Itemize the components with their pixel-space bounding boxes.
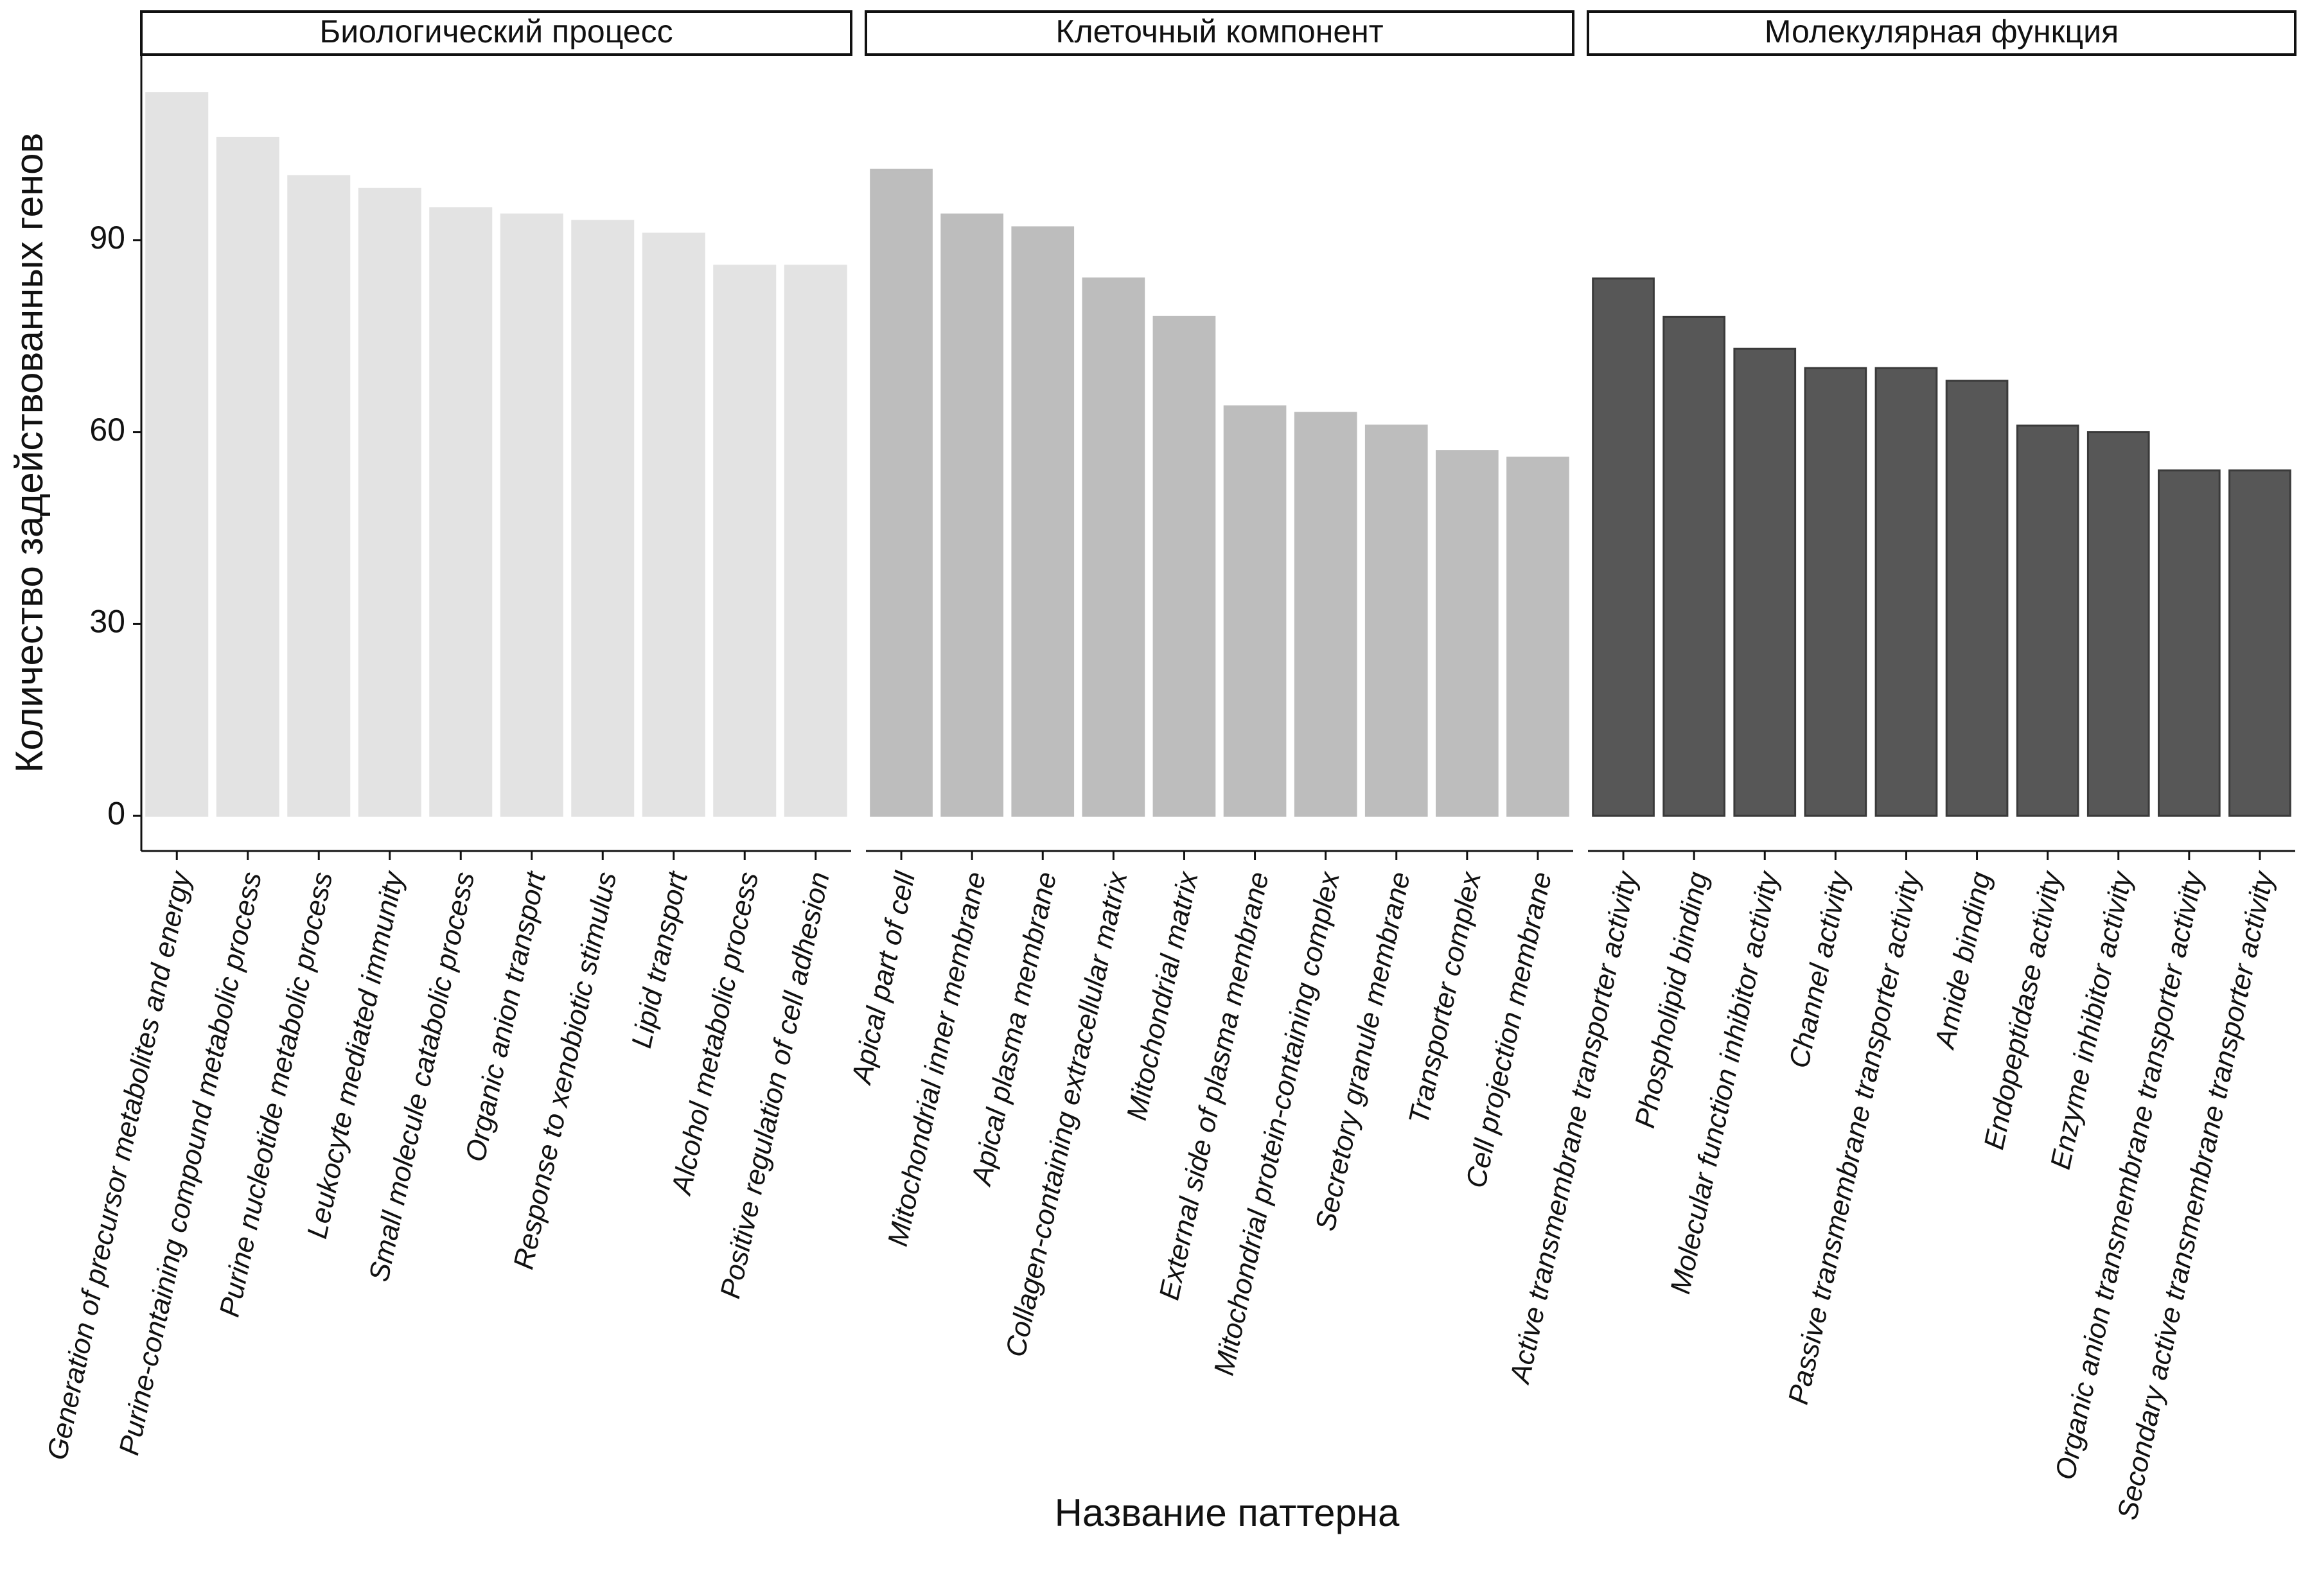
y-axis-title: Количество задействованных генов <box>8 133 51 773</box>
bar <box>1506 456 1569 817</box>
y-tick-label: 60 <box>89 412 125 448</box>
x-tick-label: Transporter complex <box>1403 868 1488 1127</box>
x-tick-label: Mitochondrial matrix <box>1121 868 1204 1123</box>
bar <box>429 207 493 817</box>
bar <box>713 265 777 817</box>
facet-strip <box>140 10 852 56</box>
x-axis-title: Название паттерна <box>1055 1491 1400 1534</box>
bar <box>2158 469 2221 817</box>
bar <box>940 213 1003 817</box>
bar <box>1733 347 1797 817</box>
bar <box>784 265 847 817</box>
bar <box>2228 469 2291 817</box>
bar <box>216 136 279 817</box>
bar <box>1152 315 1216 817</box>
facet-strip <box>1587 10 2297 56</box>
y-tick-label: 90 <box>89 220 125 256</box>
bar <box>1011 226 1075 817</box>
x-tick-label: Apical part of cell <box>845 868 921 1088</box>
bar <box>1364 425 1428 817</box>
facet-strip <box>865 10 1574 56</box>
bar <box>1804 367 1867 817</box>
bar <box>1436 450 1499 817</box>
bar <box>870 168 933 817</box>
x-tick-label: Purine-containing compound metabolic pro… <box>113 869 268 1458</box>
bar <box>1662 315 1725 817</box>
x-tick-label: Endopeptidase activity <box>1978 867 2068 1152</box>
bar <box>2086 431 2150 817</box>
bar <box>500 213 563 817</box>
facet-title: Биологический процесс <box>319 13 673 49</box>
bar <box>2016 425 2079 817</box>
x-tick-label: Amide binding <box>1928 869 1997 1053</box>
bar <box>358 188 421 817</box>
bar <box>1874 367 1938 817</box>
facet-title: Клеточный компонент <box>1055 13 1383 49</box>
facet-title: Молекулярная функция <box>1765 13 2119 49</box>
x-tick-label: Lipid transport <box>626 868 694 1051</box>
bar <box>1223 405 1287 817</box>
y-tick-label: 0 <box>107 795 125 831</box>
bar <box>642 232 705 817</box>
x-tick-label: Phospholipid binding <box>1629 869 1714 1131</box>
x-tick-label: Channel activity <box>1783 867 1856 1071</box>
bar <box>1294 412 1357 817</box>
bar <box>1082 277 1145 817</box>
bar <box>145 92 209 817</box>
bar <box>1592 277 1655 817</box>
bar <box>287 175 351 817</box>
bar <box>571 220 635 817</box>
x-tick-label: Passive transmembrane transporter activi… <box>1783 867 1926 1407</box>
y-tick-label: 30 <box>89 604 125 640</box>
bar <box>1945 380 2009 817</box>
